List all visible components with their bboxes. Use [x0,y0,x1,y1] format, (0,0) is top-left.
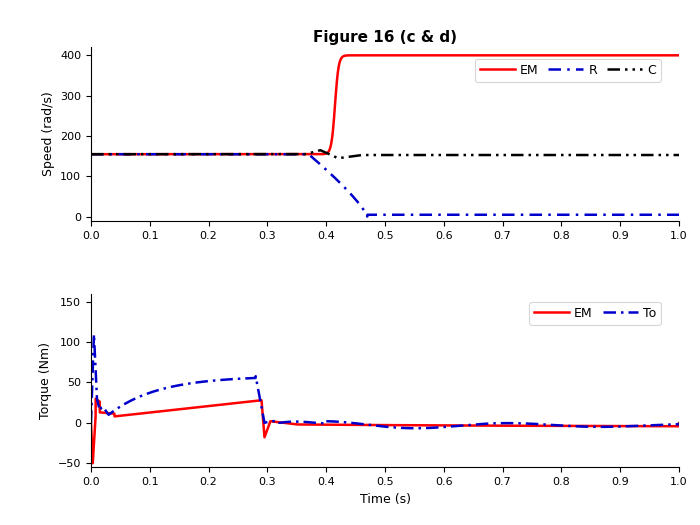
X-axis label: Time (s): Time (s) [360,492,410,506]
Legend: EM, To: EM, To [529,302,661,324]
Title: Figure 16 (c & d): Figure 16 (c & d) [313,30,457,45]
Y-axis label: Torque (Nm): Torque (Nm) [39,342,52,419]
Legend: EM, R, C: EM, R, C [475,59,661,82]
Y-axis label: Speed (rad/s): Speed (rad/s) [41,92,55,176]
